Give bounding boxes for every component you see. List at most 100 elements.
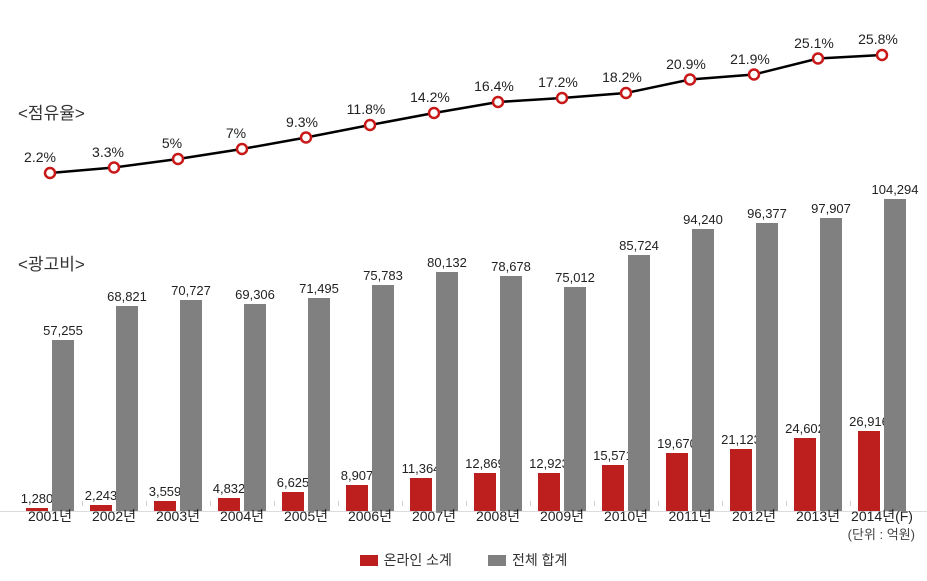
x-tick-label: 2014년(F) xyxy=(850,506,914,526)
bar-total: 85,724 xyxy=(628,255,650,512)
share-marker xyxy=(173,154,183,164)
bar-group: 3,55970,727 xyxy=(154,300,202,512)
share-pct-label: 9.3% xyxy=(286,114,318,130)
share-marker xyxy=(685,75,695,85)
bar-value-label: 75,783 xyxy=(363,268,403,283)
bar-value-label: 75,012 xyxy=(555,270,595,285)
share-pct-label: 21.9% xyxy=(730,51,770,67)
x-tick-label: 2010년 xyxy=(594,506,658,526)
share-line-section: <점유율> xyxy=(18,14,918,194)
bar-total: 70,727 xyxy=(180,300,202,512)
bar-online: 24,602 xyxy=(794,438,816,512)
x-tick-label: 2009년 xyxy=(530,506,594,526)
x-axis: 2001년2002년2003년2004년2005년2006년2007년2008년… xyxy=(0,503,927,529)
bar-total: 69,306 xyxy=(244,304,266,512)
share-pct-label: 2.2% xyxy=(24,149,56,165)
legend-item-total: 전체 합계 xyxy=(488,550,567,570)
share-pct-label: 20.9% xyxy=(666,56,706,72)
legend-label-total: 전체 합계 xyxy=(512,550,567,570)
bar-value-label: 104,294 xyxy=(872,182,919,197)
x-tick-label: 2006년 xyxy=(338,506,402,526)
bar-total: 57,255 xyxy=(52,340,74,512)
bar-value-label: 21,123 xyxy=(721,432,761,447)
bars-container: 1,28057,2552,24368,8213,55970,7274,83269… xyxy=(18,172,918,512)
bar-value-label: 96,377 xyxy=(747,206,787,221)
bar-value-label: 6,625 xyxy=(277,475,310,490)
unit-label: (단위 : 억원) xyxy=(848,524,915,543)
share-marker xyxy=(109,163,119,173)
bar-value-label: 8,907 xyxy=(341,468,374,483)
bar-group: 19,67094,240 xyxy=(666,229,714,512)
bar-total: 75,783 xyxy=(372,285,394,512)
bar-value-label: 11,364 xyxy=(402,461,441,476)
legend-label-online: 온라인 소계 xyxy=(384,550,452,570)
chart-area: <점유율> <광고비> 1,28057,2552,24368,8213,5597… xyxy=(18,14,918,504)
legend-swatch-total xyxy=(488,555,506,566)
share-marker xyxy=(877,50,887,60)
bar-group: 1,28057,255 xyxy=(26,340,74,512)
share-marker xyxy=(429,108,439,118)
x-tick-label: 2012년 xyxy=(722,506,786,526)
bar-value-label: 69,306 xyxy=(235,287,275,302)
share-line-svg xyxy=(18,14,918,194)
bar-value-label: 57,255 xyxy=(43,323,83,338)
share-pct-label: 7% xyxy=(226,125,246,141)
share-marker xyxy=(365,120,375,130)
bar-total: 68,821 xyxy=(116,306,138,512)
x-tick-label: 2008년 xyxy=(466,506,530,526)
bar-group: 6,62571,495 xyxy=(282,298,330,512)
x-tick-label: 2007년 xyxy=(402,506,466,526)
x-tick-label: 2005년 xyxy=(274,506,338,526)
bar-value-label: 71,495 xyxy=(299,281,339,296)
legend: 온라인 소계 전체 합계 xyxy=(0,550,927,570)
x-tick-label: 2003년 xyxy=(146,506,210,526)
bar-value-label: 12,869 xyxy=(465,456,505,471)
bar-value-label: 15,571 xyxy=(593,448,633,463)
x-tick-label: 2001년 xyxy=(18,506,82,526)
bar-value-label: 94,240 xyxy=(683,212,723,227)
bar-group: 2,24368,821 xyxy=(90,306,138,512)
bar-online: 26,916 xyxy=(858,431,880,512)
legend-swatch-online xyxy=(360,555,378,566)
bar-group: 12,86978,678 xyxy=(474,276,522,512)
bar-total: 78,678 xyxy=(500,276,522,512)
bar-group: 24,60297,907 xyxy=(794,218,842,512)
bar-value-label: 68,821 xyxy=(107,289,147,304)
share-pct-label: 3.3% xyxy=(92,144,124,160)
share-marker xyxy=(621,88,631,98)
share-pct-label: 18.2% xyxy=(602,69,642,85)
share-marker xyxy=(557,93,567,103)
bar-total: 97,907 xyxy=(820,218,842,512)
bar-value-label: 4,832 xyxy=(213,481,246,496)
bar-value-label: 26,916 xyxy=(849,414,889,429)
bar-value-label: 85,724 xyxy=(619,238,659,253)
bar-group: 11,36480,132 xyxy=(410,272,458,512)
ad-bars-section: <광고비> 1,28057,2552,24368,8213,55970,7274… xyxy=(18,172,918,512)
share-pct-label: 25.8% xyxy=(858,31,898,47)
bar-value-label: 2,243 xyxy=(85,488,118,503)
x-tick-label: 2013년 xyxy=(786,506,850,526)
x-tick-label: 2011년 xyxy=(658,506,722,526)
bar-group: 4,83269,306 xyxy=(218,304,266,512)
bar-total: 96,377 xyxy=(756,223,778,512)
bar-value-label: 97,907 xyxy=(811,201,851,216)
bar-value-label: 24,602 xyxy=(785,421,825,436)
share-marker xyxy=(493,97,503,107)
share-marker xyxy=(237,144,247,154)
bar-total: 104,294 xyxy=(884,199,906,512)
legend-item-online: 온라인 소계 xyxy=(360,550,452,570)
bar-total: 94,240 xyxy=(692,229,714,512)
x-tick-label: 2004년 xyxy=(210,506,274,526)
bar-value-label: 80,132 xyxy=(427,255,467,270)
share-pct-label: 25.1% xyxy=(794,35,834,51)
share-pct-label: 11.8% xyxy=(347,101,386,117)
bar-total: 71,495 xyxy=(308,298,330,512)
share-pct-label: 14.2% xyxy=(410,89,450,105)
share-pct-label: 17.2% xyxy=(538,74,578,90)
bar-group: 8,90775,783 xyxy=(346,285,394,512)
bar-value-label: 78,678 xyxy=(491,259,531,274)
bar-group: 15,57185,724 xyxy=(602,255,650,512)
share-marker xyxy=(813,54,823,64)
bar-group: 12,92375,012 xyxy=(538,287,586,512)
bar-total: 75,012 xyxy=(564,287,586,512)
